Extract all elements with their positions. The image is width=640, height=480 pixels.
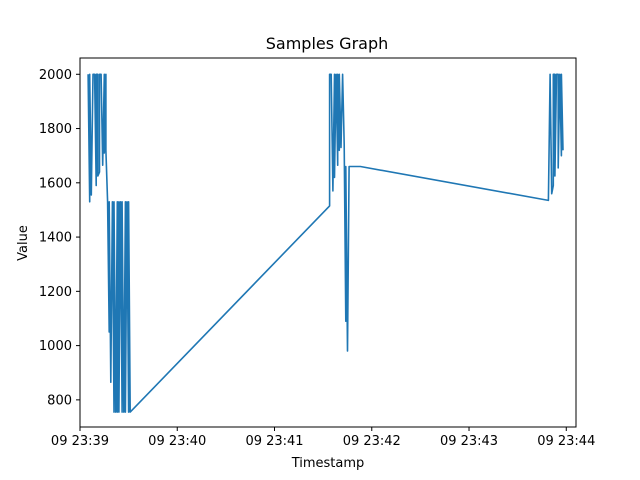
y-tick-label: 1400 xyxy=(39,231,72,246)
y-axis-title: Value xyxy=(16,225,31,261)
series-layer xyxy=(87,73,564,413)
y-tick-label: 1200 xyxy=(39,285,72,300)
x-tick-label: 09 23:43 xyxy=(440,434,498,449)
x-tick-label: 09 23:40 xyxy=(148,434,206,449)
x-axis-ticks: 09 23:39 09 23:40 09 23:41 09 23:42 09 23:43… xyxy=(51,427,595,449)
x-tick-label: 09 23:42 xyxy=(343,434,401,449)
plot-frame xyxy=(79,57,577,428)
x-axis-title: Timestamp xyxy=(291,456,365,471)
x-tick-label: 09 23:41 xyxy=(245,434,303,449)
y-axis-ticks: 800 1000 1200 1400 1600 1800 2000 xyxy=(39,68,80,408)
series-line xyxy=(87,73,564,413)
y-tick-label: 800 xyxy=(47,393,72,408)
y-tick-label: 1800 xyxy=(39,122,72,137)
x-tick-label: 09 23:44 xyxy=(537,434,595,449)
y-tick-label: 2000 xyxy=(39,68,72,83)
chart-title: Samples Graph xyxy=(266,34,389,53)
plot-area xyxy=(80,58,576,427)
x-tick-label: 09 23:39 xyxy=(51,434,109,449)
y-tick-label: 1600 xyxy=(39,176,72,191)
y-tick-label: 1000 xyxy=(39,339,72,354)
